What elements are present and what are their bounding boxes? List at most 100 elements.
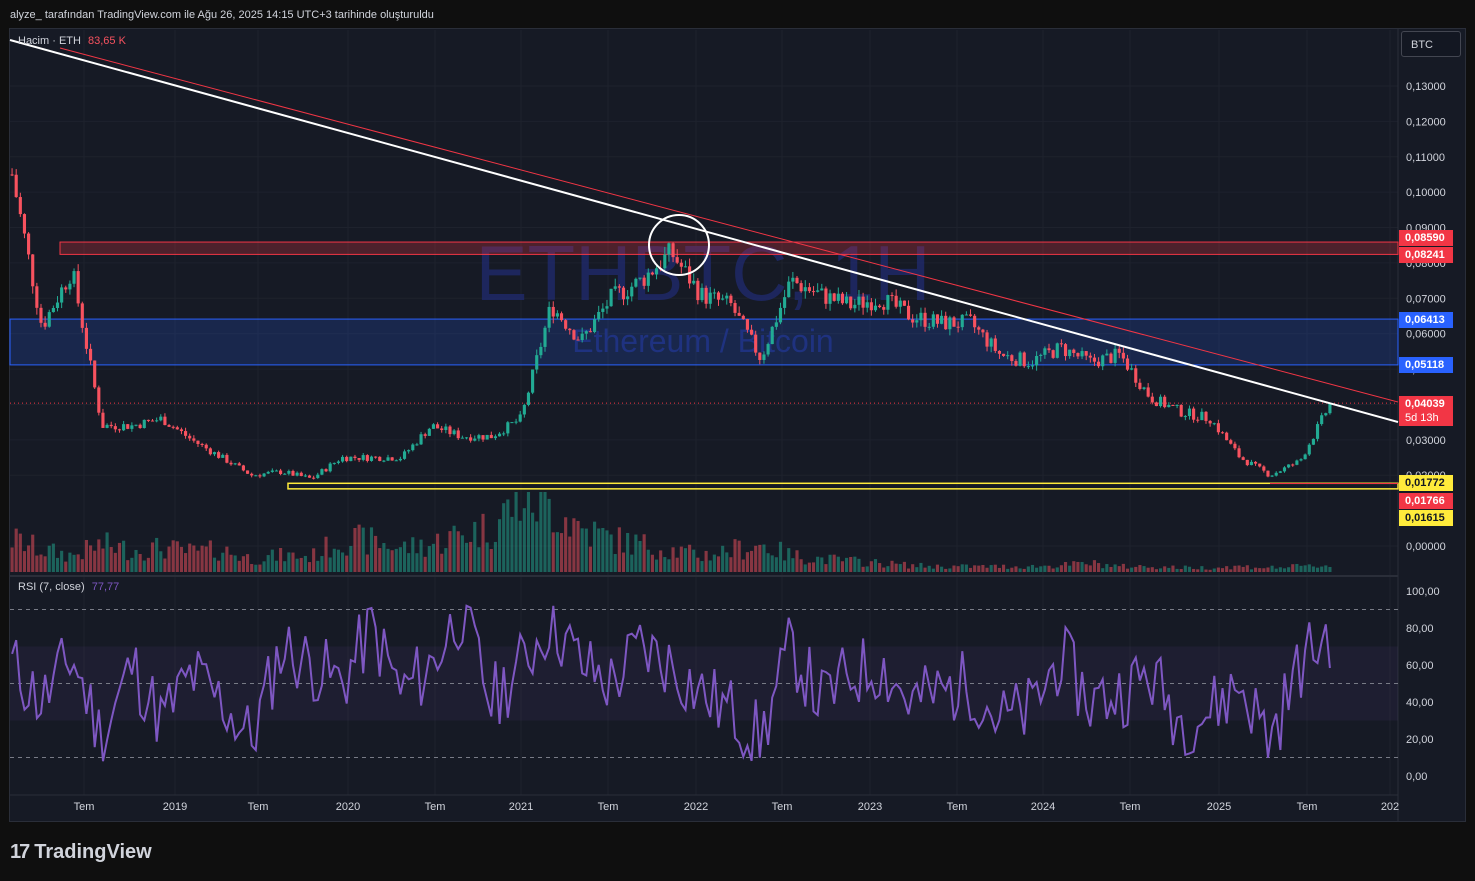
- volume-bar: [1291, 564, 1295, 572]
- candle-body: [526, 392, 531, 405]
- volume-bar: [878, 563, 882, 572]
- volume-bar: [1006, 568, 1010, 572]
- volume-bar: [117, 542, 122, 572]
- volume-bar: [262, 561, 266, 572]
- rsi-legend[interactable]: RSI (7, close) 77,77: [18, 581, 119, 593]
- currency-button[interactable]: BTC: [1401, 31, 1461, 57]
- volume-bar: [419, 539, 423, 572]
- volume-bar: [423, 556, 427, 572]
- volume-bar: [171, 540, 175, 572]
- volume-legend[interactable]: Hacim · ETH 83,65 K: [18, 35, 126, 47]
- candle-body: [882, 307, 886, 310]
- candle-body: [320, 469, 324, 475]
- volume-bar: [1022, 568, 1026, 572]
- candle-body: [832, 293, 836, 301]
- candle-body: [547, 306, 551, 328]
- candle-body: [865, 302, 869, 308]
- volume-bar: [167, 546, 171, 572]
- candle-body: [783, 297, 787, 308]
- candle-body: [349, 456, 353, 462]
- volume-bar: [291, 552, 295, 572]
- candle-body: [535, 355, 539, 370]
- volume-bar: [84, 539, 88, 572]
- time-axis-label: Tem: [425, 801, 446, 813]
- volume-bar: [795, 550, 799, 572]
- candle-body: [1274, 472, 1278, 476]
- caption-bar: alyze_ tarafından TradingView.com ile Ağ…: [0, 0, 1475, 28]
- volume-bar: [76, 554, 80, 572]
- candle-body: [952, 317, 956, 327]
- volume-bar: [212, 557, 217, 572]
- volume-bar: [312, 548, 316, 572]
- volume-bar: [184, 553, 188, 572]
- candle-body: [766, 344, 770, 355]
- time-axis: Tem 2019 Tem 2020 Tem 2021 Tem 2022 Tem 2023 Tem 20…: [74, 801, 1400, 813]
- candle-body: [754, 334, 758, 353]
- candle-body: [155, 420, 159, 422]
- candles: [10, 168, 1332, 480]
- candle-body: [762, 354, 766, 360]
- volume-bar: [968, 567, 973, 572]
- volume-bar: [923, 567, 927, 572]
- volume-bar: [890, 560, 894, 572]
- volume-bar: [935, 564, 940, 572]
- volume-bar: [287, 552, 291, 572]
- candle-body: [1059, 343, 1063, 345]
- volume-bar: [394, 548, 398, 572]
- candle-body: [1146, 387, 1150, 397]
- volume-bar: [225, 546, 229, 572]
- volume-bar: [138, 554, 142, 572]
- candle-body: [1291, 464, 1295, 466]
- volume-bar: [295, 558, 299, 572]
- volume-bar: [1163, 566, 1167, 572]
- volume-bar: [617, 527, 621, 572]
- candle-body: [1204, 411, 1208, 421]
- volume-bar: [464, 542, 469, 572]
- volume-bar: [882, 567, 886, 572]
- time-axis-label: 2020: [336, 801, 360, 813]
- volume-bar: [493, 541, 497, 572]
- volume-bar: [369, 527, 374, 572]
- grid: [10, 30, 1398, 795]
- volume-bar: [1274, 568, 1278, 572]
- volume-bar: [721, 545, 725, 572]
- candle-body: [130, 425, 134, 429]
- volume-bar: [1324, 565, 1328, 572]
- candle-body: [489, 434, 493, 439]
- volume-bar: [60, 550, 64, 572]
- time-axis-label: 2025: [1207, 801, 1231, 813]
- volume-bar: [956, 566, 960, 572]
- volume-bar: [1196, 569, 1200, 572]
- candle-body: [1138, 382, 1142, 389]
- volume-bar: [221, 552, 225, 572]
- volume-bar: [43, 556, 47, 572]
- volume-bar: [559, 533, 564, 572]
- volume-bar: [113, 552, 117, 572]
- candle-body: [1270, 475, 1274, 477]
- price-axis-label: 0,03000: [1406, 435, 1446, 447]
- candle-body: [192, 438, 196, 441]
- candle-body: [117, 429, 122, 431]
- candle-body: [605, 306, 609, 309]
- volume-bar: [1270, 565, 1274, 572]
- volume-bar: [35, 555, 39, 572]
- candle-body: [1039, 354, 1043, 357]
- volume-bar: [477, 547, 481, 572]
- candle-body: [60, 287, 64, 303]
- volume-bar: [142, 560, 146, 572]
- candle-body: [303, 475, 307, 477]
- volume-bar: [712, 554, 716, 572]
- candle-body: [250, 473, 254, 476]
- volume-bar: [402, 541, 407, 572]
- candle-body: [1101, 355, 1105, 367]
- candle-body: [258, 475, 262, 477]
- candle-body: [336, 461, 340, 463]
- volume-bar: [241, 556, 245, 572]
- candle-body: [1262, 466, 1266, 471]
- volume-bar: [902, 561, 906, 572]
- candle-body: [1208, 420, 1212, 424]
- volume-bar: [948, 568, 952, 572]
- volume-bar: [336, 549, 340, 572]
- volume-bar: [150, 542, 155, 572]
